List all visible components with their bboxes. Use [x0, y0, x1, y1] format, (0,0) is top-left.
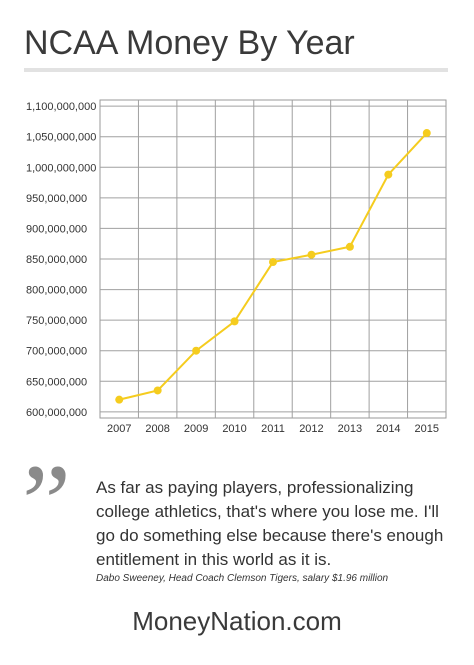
- line-chart: 600,000,000 650,000,000 700,000,000 750,000…: [26, 99, 447, 435]
- chart-axes: 600,000,000 650,000,000 700,000,000 750,000…: [26, 101, 439, 435]
- chart-series: [115, 129, 431, 404]
- x-tick-label: 2008: [145, 423, 169, 435]
- y-tick-label: 900,000,000: [26, 223, 87, 235]
- x-tick-label: 2009: [184, 423, 208, 435]
- data-point: [115, 395, 124, 404]
- y-tick-label: 1,100,000,000: [26, 101, 96, 113]
- data-point: [153, 386, 162, 395]
- x-tick-label: 2007: [107, 423, 131, 435]
- x-tick-label: 2015: [415, 423, 439, 435]
- data-point: [307, 250, 316, 259]
- y-tick-label: 1,050,000,000: [26, 132, 96, 144]
- chart-title: NCAA Money By Year: [24, 24, 355, 62]
- data-point: [384, 170, 393, 179]
- x-tick-label: 2010: [222, 423, 246, 435]
- quote-mark-icon: ”: [22, 442, 71, 564]
- y-tick-label: 1,000,000,000: [26, 162, 96, 174]
- x-tick-label: 2011: [261, 423, 285, 435]
- y-tick-label: 700,000,000: [26, 346, 87, 358]
- y-tick-label: 800,000,000: [26, 285, 87, 297]
- y-tick-label: 650,000,000: [26, 376, 87, 388]
- data-point: [230, 317, 239, 326]
- x-tick-label: 2013: [338, 423, 362, 435]
- y-tick-label: 950,000,000: [26, 193, 87, 205]
- quote-text: As far as paying players, professionaliz…: [96, 478, 444, 569]
- data-point: [422, 129, 431, 138]
- data-point: [345, 242, 354, 251]
- series-line: [118, 132, 428, 401]
- quote-attribution: Dabo Sweeney, Head Coach Clemson Tigers,…: [96, 573, 389, 584]
- data-point: [192, 346, 201, 355]
- title-divider: [24, 68, 448, 72]
- x-tick-label: 2014: [376, 423, 400, 435]
- footer-brand: MoneyNation.com: [132, 606, 342, 636]
- y-tick-label: 750,000,000: [26, 315, 87, 327]
- x-tick-label: 2012: [299, 423, 323, 435]
- data-point: [269, 258, 277, 267]
- y-tick-label: 600,000,000: [26, 407, 87, 419]
- y-tick-label: 850,000,000: [26, 254, 87, 266]
